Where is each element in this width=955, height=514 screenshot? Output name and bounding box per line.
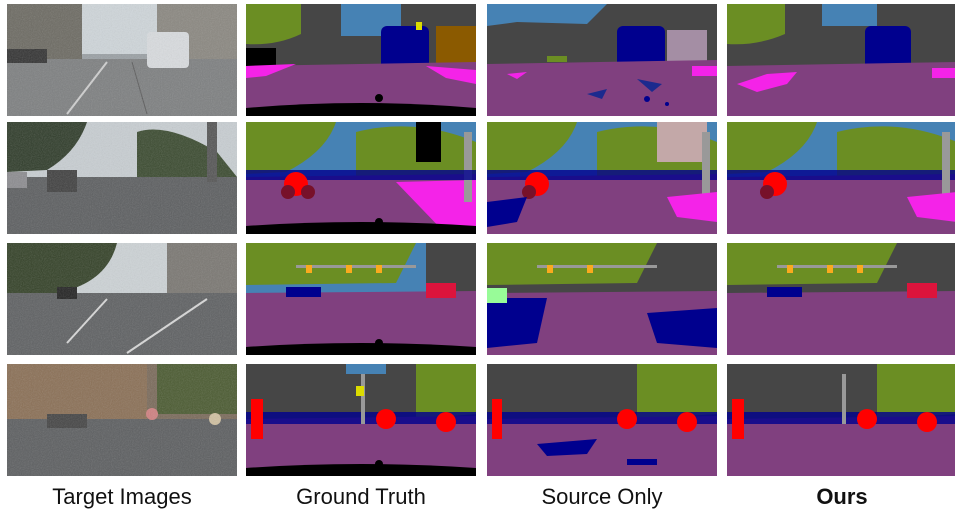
row3-target-image [7,243,237,355]
row2-ground-truth [246,122,476,234]
row3-ours [727,243,955,355]
row2-ours [727,122,955,234]
caption-ground-truth: Ground Truth [296,484,426,509]
row4-ground-truth [246,364,476,476]
row4-ours [727,364,955,476]
row2-target-image [7,122,237,234]
row1-source-only [487,4,717,116]
row1-ours [727,4,955,116]
row2-source-only [487,122,717,234]
caption-ours: Ours [816,484,868,509]
row1-ground-truth [246,4,476,116]
caption-target-images: Target Images [52,484,192,509]
row4-source-only [487,364,717,476]
row3-ground-truth [246,243,476,355]
caption-source-only: Source Only [541,484,663,509]
row3-source-only [487,243,717,355]
row1-target-image [7,4,237,116]
row4-target-image [7,364,237,476]
